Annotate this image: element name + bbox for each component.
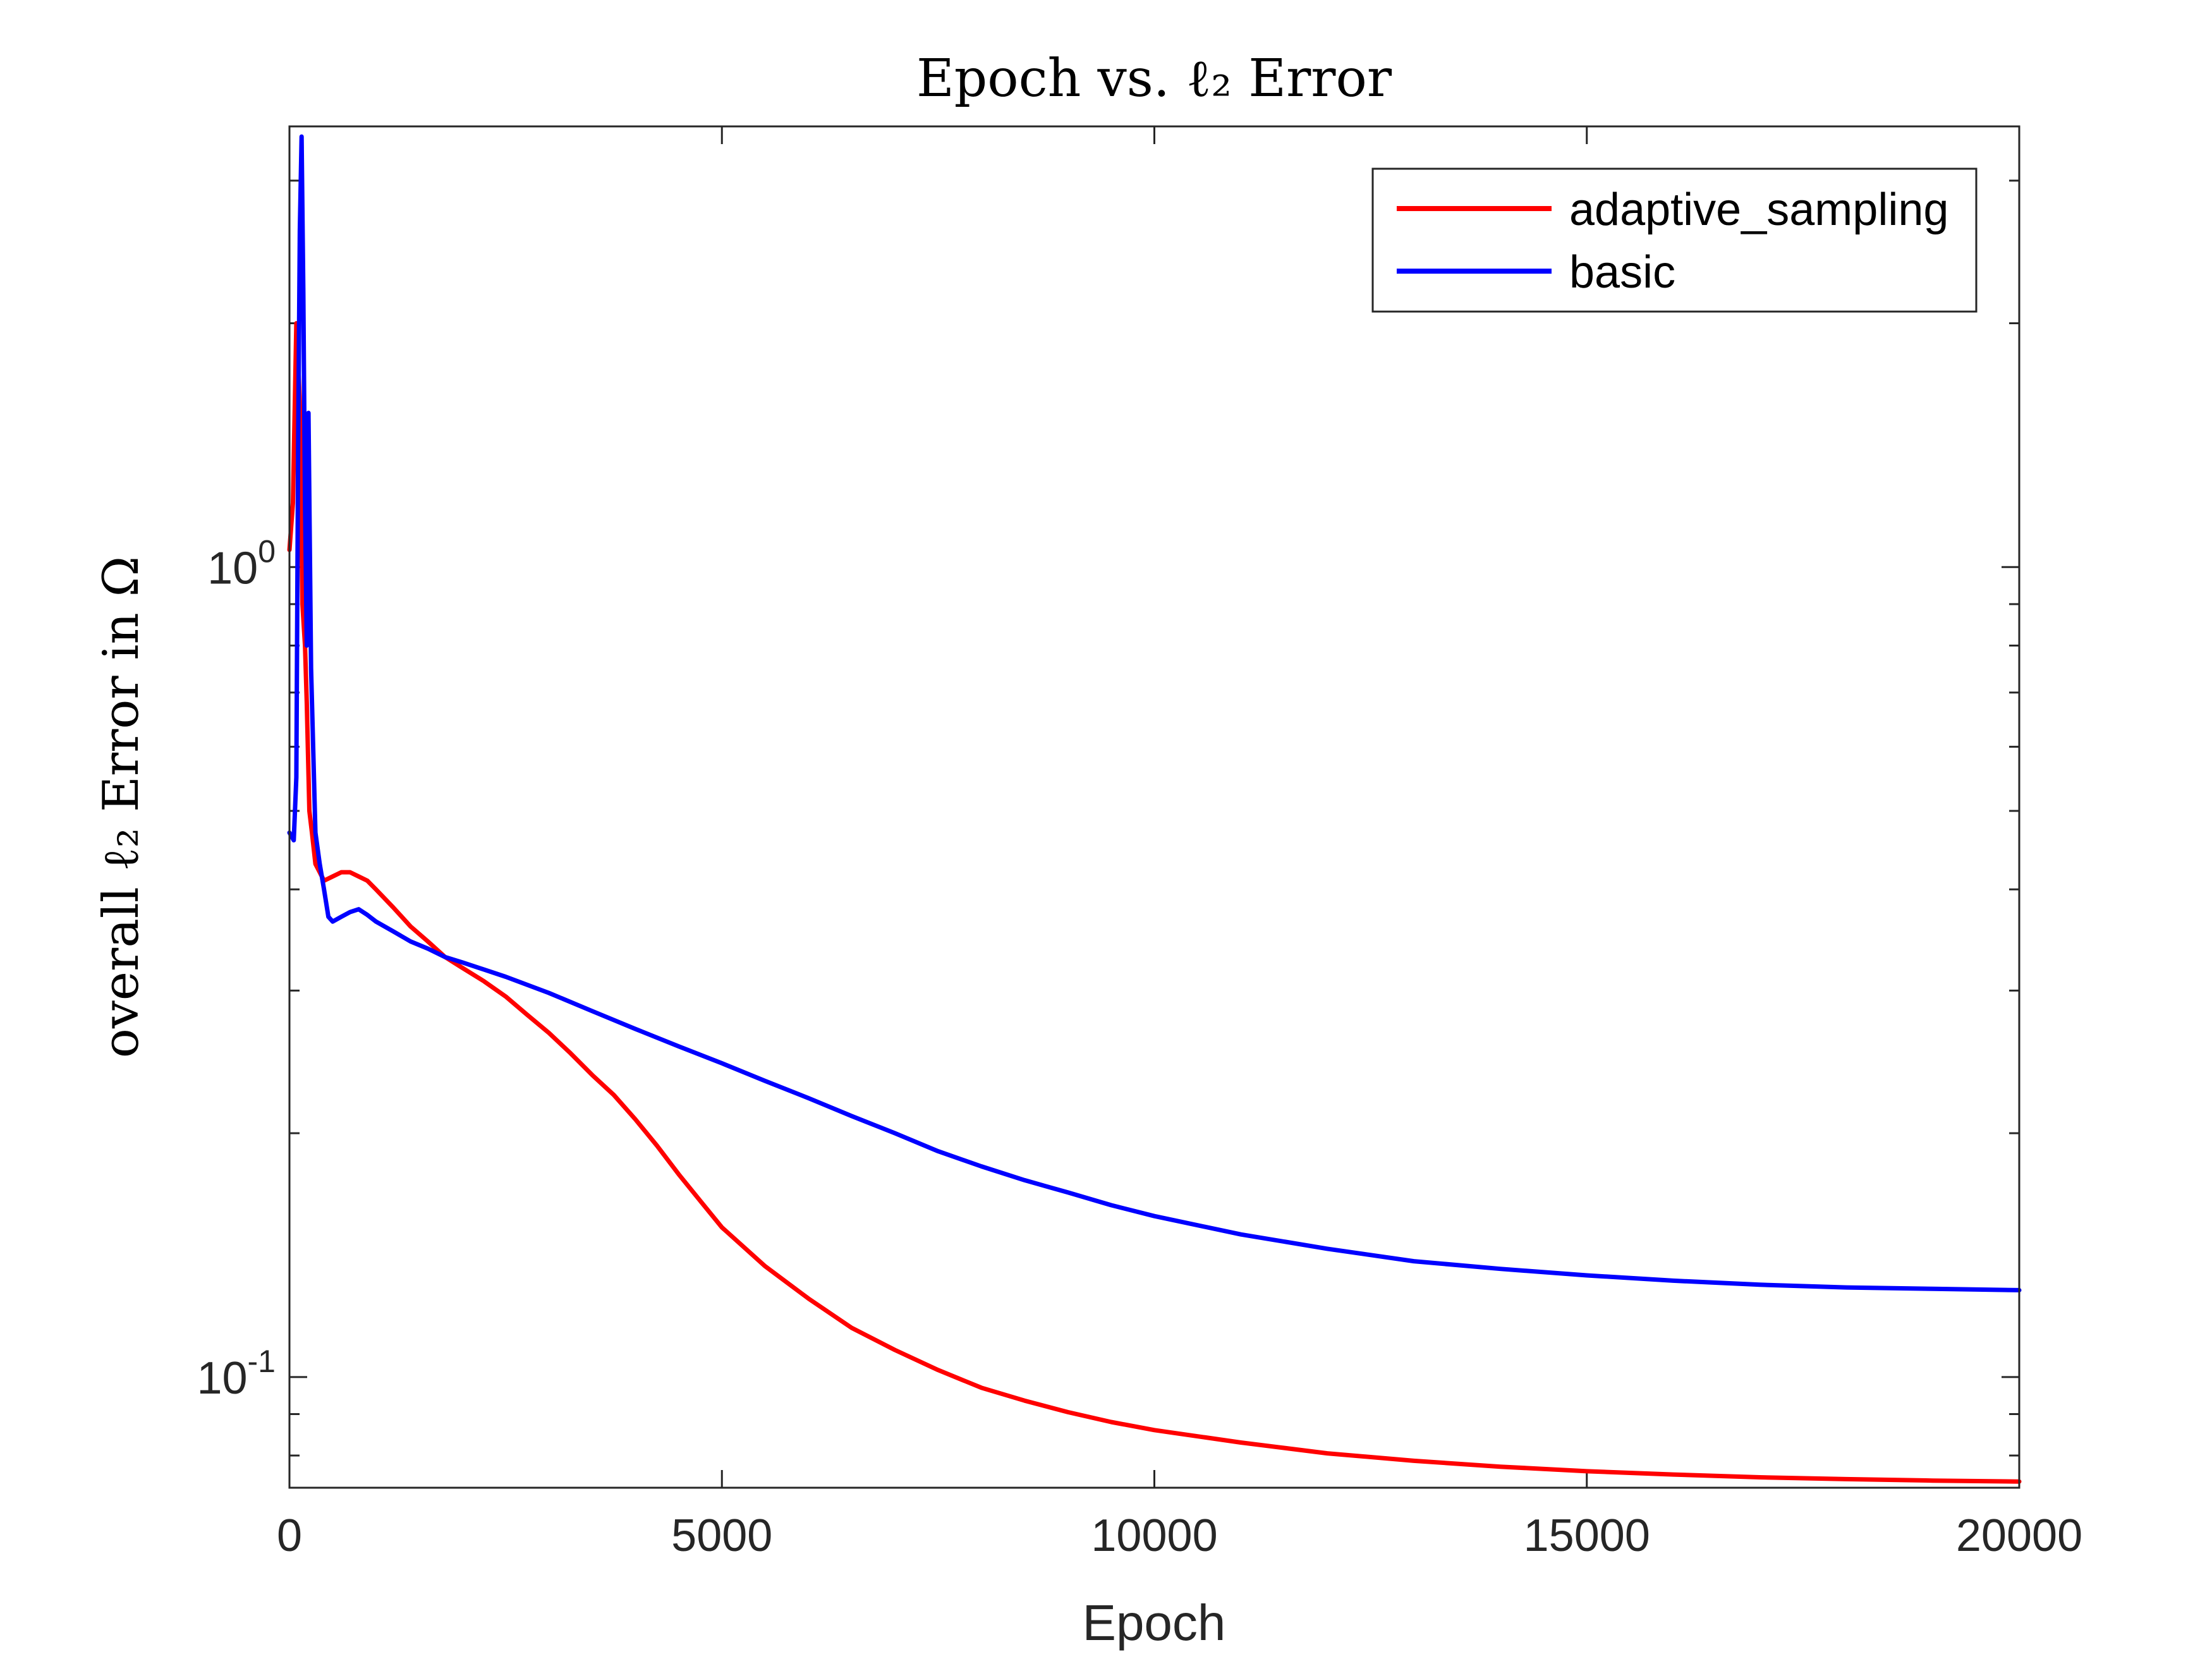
legend-label-adaptive-sampling: adaptive_sampling <box>1569 185 1948 235</box>
series-line-basic <box>287 134 2022 1292</box>
legend-box <box>1371 167 1978 313</box>
x-axis-label: Epoch <box>1083 1595 1226 1651</box>
legend-label-basic: basic <box>1569 247 1675 298</box>
x-tick-label: 10000 <box>1091 1510 1217 1561</box>
plot-background <box>289 126 2019 1488</box>
series-layer <box>287 134 2022 1484</box>
chart-title: Epoch vs. ℓ₂ Error <box>916 49 1392 109</box>
x-tick-label: 15000 <box>1524 1510 1650 1561</box>
y-axis-label: overall ℓ₂ Error in Ω <box>93 556 150 1058</box>
y-tick-label: 10-1 <box>197 1344 276 1404</box>
y-tick-label: 100 <box>207 533 276 593</box>
x-tick-label: 5000 <box>671 1510 772 1561</box>
tick-labels: 0 5000 10000 15000 20000 10-1 100 <box>197 533 2082 1561</box>
legend: adaptive_sampling basic <box>1371 167 1978 313</box>
x-tick-label: 0 <box>277 1510 302 1561</box>
series-line-adaptive-sampling <box>287 321 2022 1484</box>
plot-frame <box>288 125 2021 1489</box>
x-tick-label: 20000 <box>1956 1510 2082 1561</box>
